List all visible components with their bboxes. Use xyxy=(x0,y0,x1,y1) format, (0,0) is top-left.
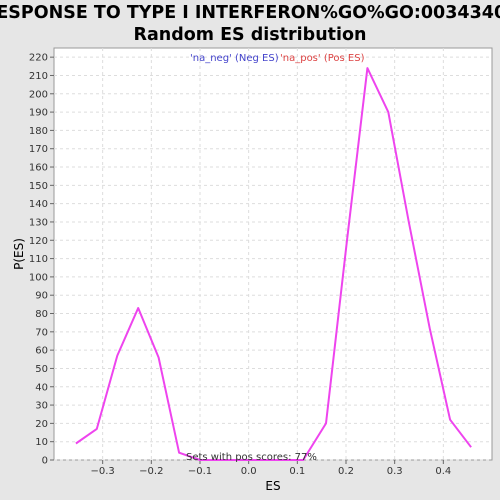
y-tick-label: 120 xyxy=(29,236,48,247)
y-tick-label: 100 xyxy=(29,272,48,283)
y-tick-label: 190 xyxy=(29,108,48,119)
y-tick-label: 200 xyxy=(29,89,48,100)
y-tick-label: 180 xyxy=(29,126,48,137)
y-tick-label: 20 xyxy=(35,419,48,430)
x-tick-label: 0.1 xyxy=(289,466,305,477)
x-tick-label: 0.2 xyxy=(338,466,354,477)
y-tick-label: 210 xyxy=(29,71,48,82)
x-tick-label: 0.3 xyxy=(387,466,403,477)
legend-pos: 'na_pos' (Pos ES) xyxy=(280,53,365,64)
y-tick-label: 30 xyxy=(35,401,48,412)
x-tick-label: 0.0 xyxy=(241,466,257,477)
legend-neg: 'na_neg' (Neg ES) xyxy=(190,53,279,64)
y-tick-label: 40 xyxy=(35,382,48,393)
y-tick-label: 70 xyxy=(35,327,48,338)
y-tick-label: 60 xyxy=(35,346,48,357)
distribution-line xyxy=(75,67,472,461)
y-tick-label: 130 xyxy=(29,217,48,228)
x-axis: −0.3 −0.2 −0.1 0.0 0.1 0.2 0.3 0.4 xyxy=(91,460,451,477)
y-tick-label: 80 xyxy=(35,309,48,320)
y-tick-label: 110 xyxy=(29,254,48,265)
y-tick-label: 220 xyxy=(29,53,48,64)
y-tick-label: 140 xyxy=(29,199,48,210)
y-tick-label: 10 xyxy=(35,437,48,448)
y-tick-label: 150 xyxy=(29,181,48,192)
x-tick-label: −0.2 xyxy=(139,466,163,477)
x-tick-label: −0.3 xyxy=(91,466,115,477)
y-tick-label: 170 xyxy=(29,144,48,155)
x-axis-label: ES xyxy=(265,479,280,493)
y-tick-label: 90 xyxy=(35,291,48,302)
x-tick-label: 0.4 xyxy=(435,466,451,477)
x-tick-label: −0.1 xyxy=(188,466,212,477)
grid xyxy=(54,48,492,461)
y-tick-label: 160 xyxy=(29,163,48,174)
plot-area xyxy=(53,47,493,461)
pos-score-annotation: Sets with pos scores: 77% xyxy=(186,452,317,463)
y-tick-label: 50 xyxy=(35,364,48,375)
series-layer xyxy=(75,67,472,461)
chart-subtitle: Random ES distribution xyxy=(133,25,366,45)
y-axis: 0 10 20 30 40 50 60 70 80 90 100 110 120 130 140 150 160… xyxy=(29,53,54,467)
y-axis-label: P(ES) xyxy=(12,238,26,270)
chart-title: RESPONSE TO TYPE I INTERFERON%GO%GO:0034… xyxy=(0,3,500,23)
y-tick-label: 0 xyxy=(42,456,48,467)
